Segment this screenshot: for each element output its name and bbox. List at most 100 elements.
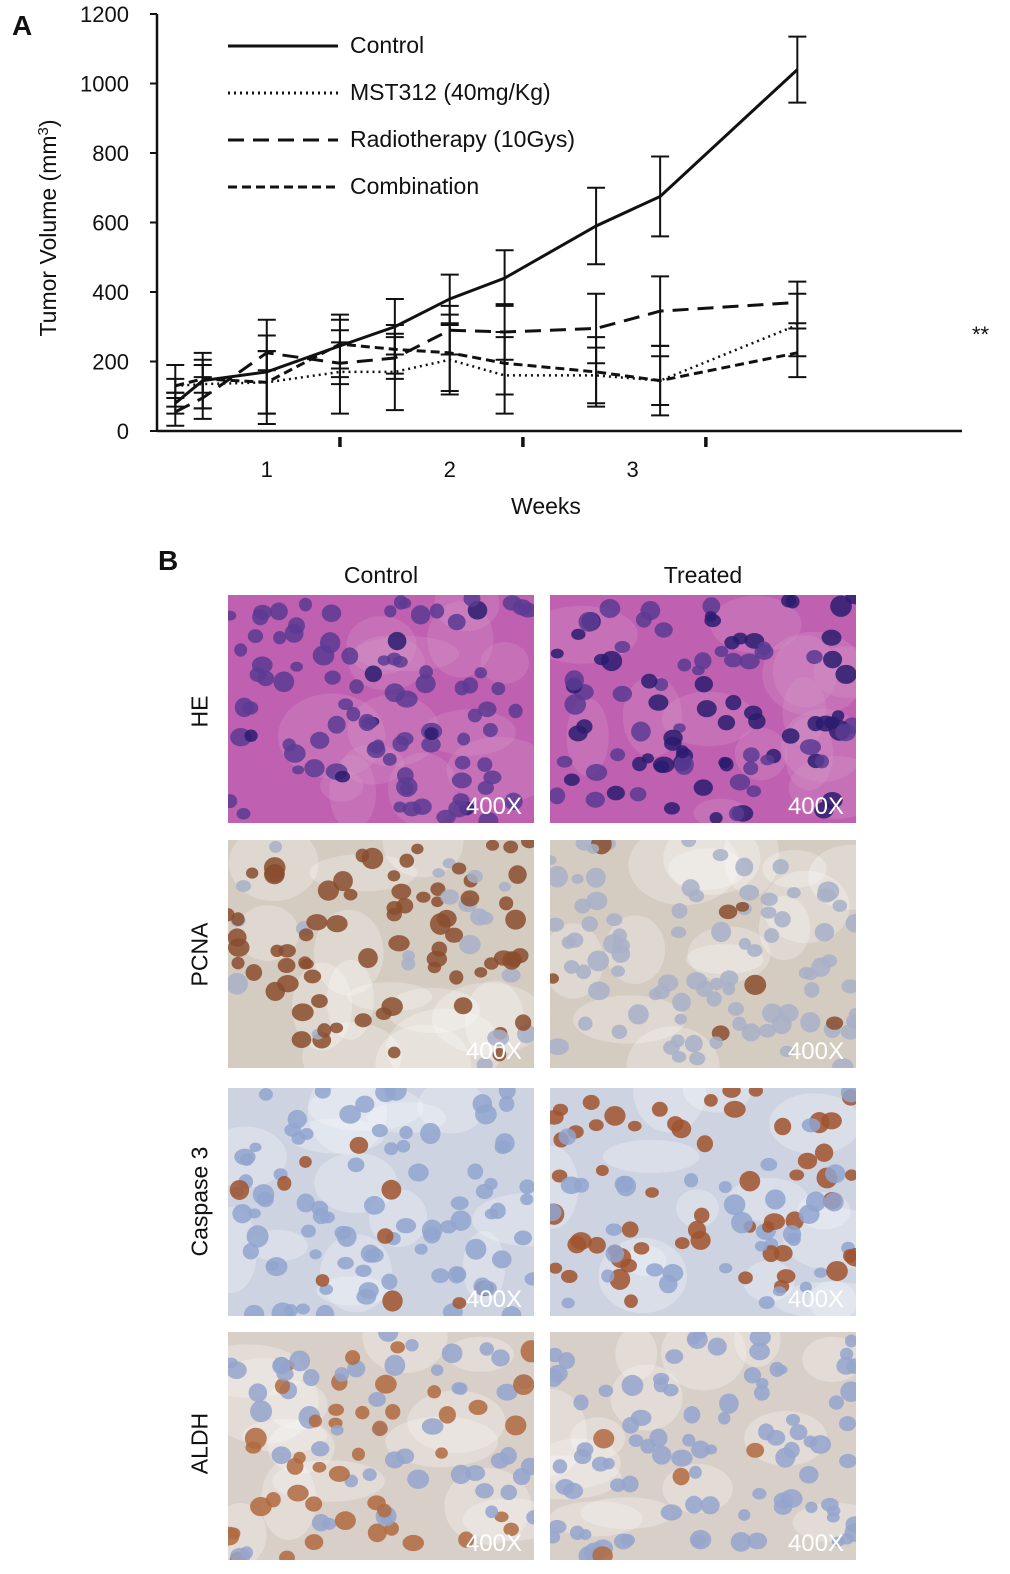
cell-nucleus — [765, 1189, 786, 1210]
cell-nucleus — [840, 1347, 854, 1361]
cell-nucleus — [654, 622, 673, 638]
series-3-line — [174, 342, 798, 388]
row-label-aldh: ALDH — [186, 1412, 213, 1475]
cell-nucleus — [492, 1250, 512, 1269]
cell-nucleus — [719, 970, 739, 987]
cell-nucleus — [448, 800, 469, 818]
tissue-patch — [685, 944, 764, 975]
legend-label-0: Control — [350, 32, 424, 58]
cell-nucleus — [652, 1445, 672, 1465]
cell-nucleus — [378, 1332, 399, 1342]
cell-nucleus — [508, 865, 527, 884]
cell-nucleus — [240, 1546, 253, 1560]
cell-nucleus — [805, 1501, 818, 1514]
cell-nucleus — [337, 1256, 354, 1270]
cell-nucleus — [612, 685, 633, 702]
cell-nucleus — [450, 1464, 472, 1485]
cell-nucleus — [605, 1244, 625, 1263]
cell-nucleus — [292, 765, 305, 775]
cell-nucleus — [845, 1169, 856, 1181]
cell-nucleus — [657, 974, 679, 992]
cell-nucleus — [681, 840, 697, 848]
tissue-patch — [480, 642, 529, 684]
cell-nucleus — [360, 1244, 380, 1263]
cell-nucleus — [453, 997, 473, 1015]
cell-nucleus — [552, 1459, 568, 1474]
cell-nucleus — [738, 1271, 753, 1285]
cell-nucleus — [700, 1496, 720, 1515]
cell-nucleus — [272, 1356, 291, 1375]
cell-nucleus — [377, 1228, 394, 1244]
cell-nucleus — [760, 906, 777, 919]
cell-nucleus — [524, 1272, 534, 1286]
cell-nucleus — [641, 673, 658, 689]
tissue-patch — [228, 1126, 287, 1188]
cell-nucleus — [560, 1176, 582, 1195]
cell-nucleus — [236, 808, 251, 820]
cell-nucleus — [663, 1040, 680, 1055]
cell-nucleus — [710, 977, 724, 991]
magnification-label: 400X — [787, 1038, 844, 1065]
cell-nucleus — [785, 1413, 801, 1426]
cell-nucleus — [271, 1446, 292, 1465]
cell-nucleus — [387, 631, 407, 651]
cell-nucleus — [467, 708, 482, 723]
cell-nucleus — [402, 950, 415, 962]
cell-nucleus — [429, 603, 445, 619]
cell-nucleus — [467, 869, 483, 883]
cell-nucleus — [415, 674, 436, 694]
cell-nucleus — [566, 932, 584, 948]
cell-nucleus — [377, 1503, 392, 1518]
y-axis-title-close: ) — [35, 119, 61, 127]
cell-nucleus — [564, 670, 584, 691]
cell-nucleus — [769, 1361, 785, 1378]
cell-nucleus — [814, 754, 829, 769]
cell-nucleus — [328, 1465, 350, 1482]
cell-nucleus — [324, 670, 341, 685]
cell-nucleus — [758, 1023, 776, 1038]
micrograph-texture — [550, 1332, 856, 1560]
cell-nucleus — [426, 950, 448, 968]
y-tick-label: 600 — [92, 211, 129, 236]
cell-nucleus — [526, 1510, 534, 1525]
cell-nucleus — [327, 715, 346, 734]
cell-nucleus — [731, 1211, 753, 1234]
tissue-patch — [615, 1332, 658, 1381]
cell-nucleus — [631, 721, 651, 742]
cell-nucleus — [367, 1523, 387, 1543]
cell-nucleus — [578, 611, 600, 632]
cell-nucleus — [384, 1142, 399, 1156]
magnification-label: 400X — [465, 1286, 522, 1313]
cell-nucleus — [587, 843, 600, 854]
cell-nucleus — [388, 935, 410, 952]
cell-nucleus — [377, 655, 391, 666]
cell-nucleus — [343, 888, 358, 901]
cell-nucleus — [399, 1126, 413, 1140]
cell-nucleus — [498, 881, 511, 892]
cell-nucleus — [746, 1442, 765, 1458]
row-label-pcna: PCNA — [186, 922, 213, 987]
cell-nucleus — [463, 595, 481, 607]
cell-nucleus — [569, 1525, 585, 1541]
cell-nucleus — [774, 911, 791, 928]
cell-nucleus — [595, 1164, 609, 1177]
cell-nucleus — [375, 1007, 392, 1021]
cell-nucleus — [451, 862, 467, 875]
row-label-he: HE — [186, 695, 213, 728]
cell-nucleus — [629, 787, 647, 802]
y-tick-label: 400 — [92, 280, 129, 305]
cell-nucleus — [500, 1484, 517, 1501]
cell-nucleus — [334, 1367, 350, 1382]
column-header-control: Control — [343, 562, 419, 588]
cell-nucleus — [328, 1403, 345, 1416]
cell-nucleus — [291, 1003, 314, 1022]
cell-nucleus — [587, 950, 610, 972]
cell-nucleus — [582, 1094, 600, 1110]
cell-nucleus — [317, 1023, 332, 1038]
cell-nucleus — [454, 680, 470, 696]
cell-nucleus — [814, 1143, 834, 1162]
cell-nucleus — [585, 867, 606, 888]
cell-nucleus — [748, 1088, 764, 1097]
cell-nucleus — [682, 1433, 696, 1447]
cell-nucleus — [312, 1461, 327, 1473]
